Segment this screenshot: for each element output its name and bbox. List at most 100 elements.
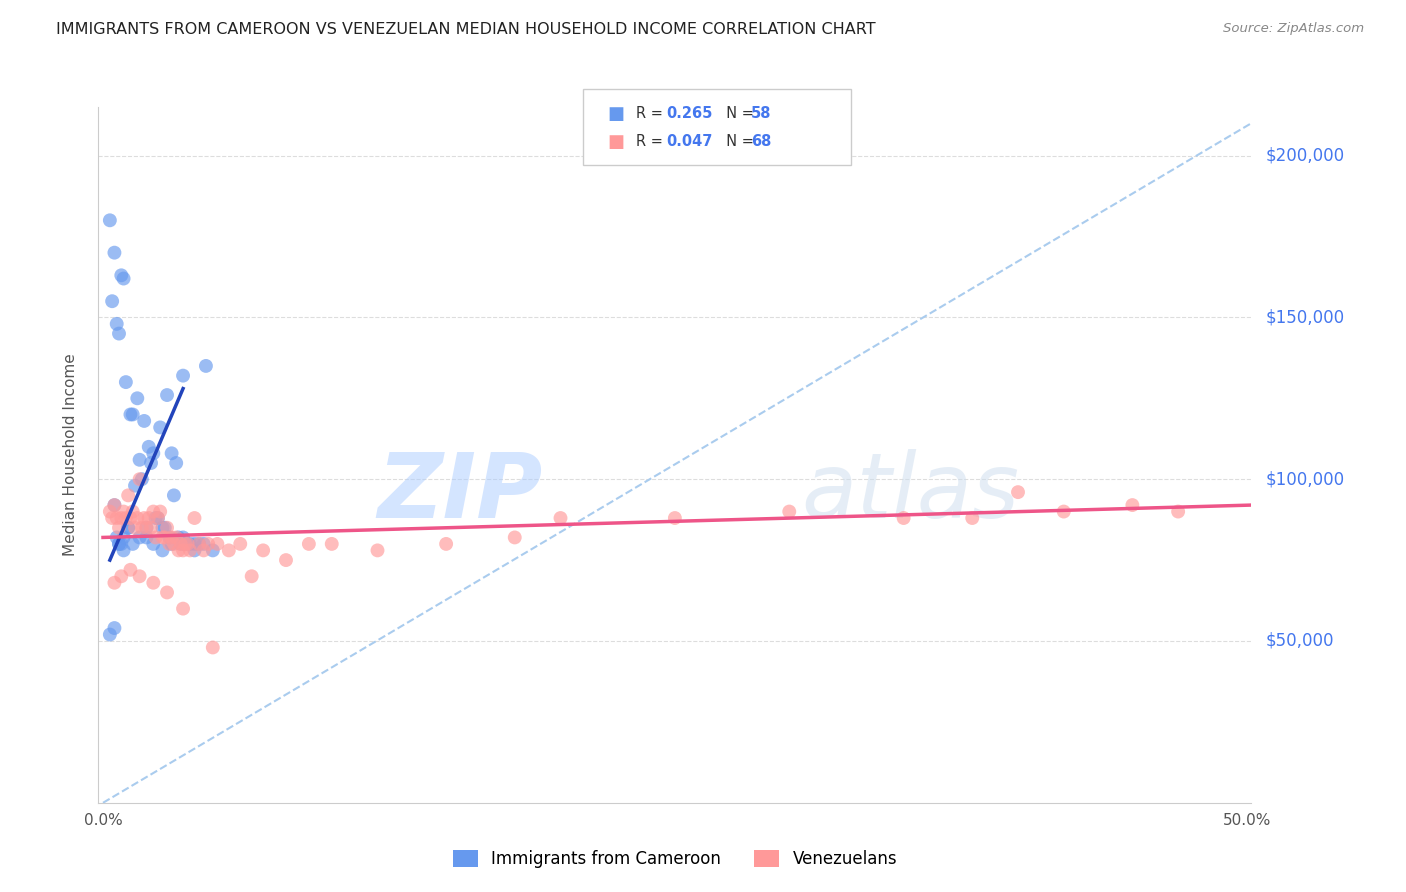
Point xyxy=(103,621,125,635)
Point xyxy=(274,553,297,567)
Point xyxy=(134,414,156,428)
Point xyxy=(108,521,131,535)
Point xyxy=(183,537,205,551)
Text: R =: R = xyxy=(636,135,666,149)
Point xyxy=(110,569,132,583)
Text: $100,000: $100,000 xyxy=(1265,470,1344,488)
Point xyxy=(146,511,169,525)
Text: 68: 68 xyxy=(751,135,770,149)
Point xyxy=(664,511,686,525)
Point xyxy=(1053,504,1076,518)
Point xyxy=(103,498,125,512)
Point xyxy=(103,245,125,260)
Point xyxy=(229,537,252,551)
Point xyxy=(110,511,132,525)
Text: 58: 58 xyxy=(751,106,772,121)
Point xyxy=(201,543,224,558)
Point xyxy=(146,511,169,525)
Point xyxy=(170,537,193,551)
Point xyxy=(298,537,321,551)
Point xyxy=(121,504,143,518)
Point xyxy=(134,511,156,525)
Point xyxy=(98,504,121,518)
Text: IMMIGRANTS FROM CAMEROON VS VENEZUELAN MEDIAN HOUSEHOLD INCOME CORRELATION CHART: IMMIGRANTS FROM CAMEROON VS VENEZUELAN M… xyxy=(56,22,876,37)
Text: N =: N = xyxy=(717,135,759,149)
Point xyxy=(321,537,343,551)
Point xyxy=(152,543,174,558)
Point xyxy=(121,537,143,551)
Text: Source: ZipAtlas.com: Source: ZipAtlas.com xyxy=(1223,22,1364,36)
Point xyxy=(145,531,167,545)
Point xyxy=(174,537,197,551)
Text: $150,000: $150,000 xyxy=(1265,309,1344,326)
Point xyxy=(962,511,984,525)
Point xyxy=(121,408,143,422)
Point xyxy=(172,543,194,558)
Point xyxy=(163,537,186,551)
Point xyxy=(139,456,162,470)
Point xyxy=(366,543,388,558)
Point xyxy=(127,511,149,525)
Point xyxy=(98,213,121,227)
Point xyxy=(197,537,219,551)
Text: R =: R = xyxy=(636,106,666,121)
Point xyxy=(193,543,215,558)
Point xyxy=(157,531,180,545)
Point xyxy=(165,456,187,470)
Point xyxy=(135,521,157,535)
Point xyxy=(149,504,172,518)
Point xyxy=(188,537,211,551)
Text: $200,000: $200,000 xyxy=(1265,146,1344,165)
Point xyxy=(170,537,193,551)
Point xyxy=(142,446,165,460)
Point xyxy=(893,511,915,525)
Point xyxy=(120,511,142,525)
Point xyxy=(188,537,211,551)
Point xyxy=(157,537,180,551)
Point xyxy=(240,569,263,583)
Point xyxy=(160,537,183,551)
Point xyxy=(127,392,149,406)
Point xyxy=(160,531,183,545)
Point xyxy=(110,537,132,551)
Point xyxy=(112,271,135,285)
Point xyxy=(172,601,194,615)
Point xyxy=(128,452,150,467)
Point xyxy=(172,531,194,545)
Point xyxy=(138,440,160,454)
Point xyxy=(778,504,800,518)
Point xyxy=(112,504,135,518)
Point xyxy=(128,569,150,583)
Point xyxy=(193,537,215,551)
Point xyxy=(1121,498,1143,512)
Text: N =: N = xyxy=(717,106,759,121)
Point xyxy=(120,563,142,577)
Point xyxy=(167,543,190,558)
Point xyxy=(105,531,128,545)
Point xyxy=(176,537,198,551)
Point xyxy=(179,543,201,558)
Point xyxy=(135,521,157,535)
Point xyxy=(105,317,128,331)
Point xyxy=(160,446,183,460)
Point xyxy=(153,521,176,535)
Point xyxy=(112,531,135,545)
Point xyxy=(156,585,179,599)
Point xyxy=(1167,504,1189,518)
Point xyxy=(131,521,153,535)
Point xyxy=(156,521,179,535)
Point xyxy=(124,521,146,535)
Point xyxy=(128,472,150,486)
Point xyxy=(142,575,165,590)
Point xyxy=(108,537,131,551)
Text: ■: ■ xyxy=(607,133,624,151)
Point xyxy=(145,511,167,525)
Point xyxy=(201,640,224,655)
Point xyxy=(120,408,142,422)
Text: ■: ■ xyxy=(607,104,624,123)
Point xyxy=(108,537,131,551)
Point xyxy=(138,511,160,525)
Point xyxy=(174,537,197,551)
Point xyxy=(115,511,138,525)
Y-axis label: Median Household Income: Median Household Income xyxy=(63,353,77,557)
